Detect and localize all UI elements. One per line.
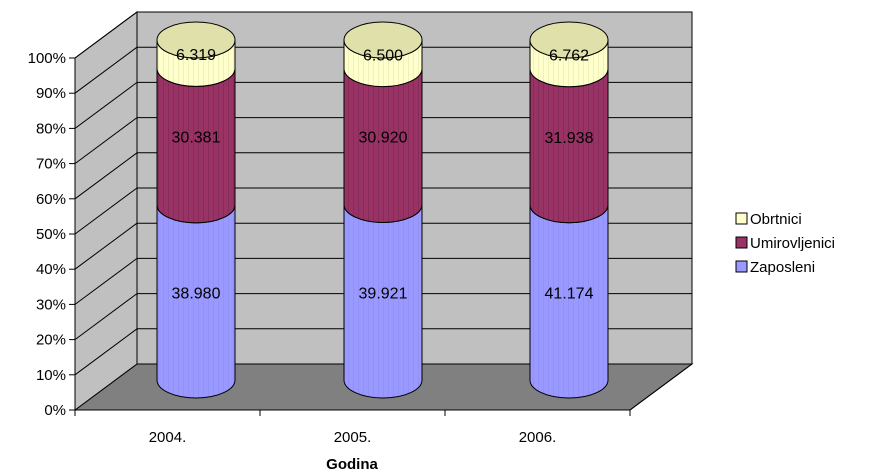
y-tick-label: 0% <box>44 402 66 419</box>
data-label: 38.980 <box>172 285 221 302</box>
y-tick-label: 80% <box>36 120 66 137</box>
data-label: 31.938 <box>545 130 594 147</box>
data-label: 6.319 <box>176 47 216 64</box>
cylinder-2004 <box>157 22 235 398</box>
y-axis: 0% 10% 20% 30% 40% 50% 60% 70% 80% 90% 100% <box>28 50 75 419</box>
x-axis-title: Godina <box>326 456 378 473</box>
legend: Obrtnici Umirovljenici Zaposleni <box>733 206 869 292</box>
x-axis: 2004. 2005. 2006. <box>75 410 630 446</box>
cylinders <box>157 22 608 398</box>
data-label: 30.381 <box>172 130 221 147</box>
y-tick-label: 10% <box>36 367 66 384</box>
legend-swatch-obrtnici <box>736 213 747 224</box>
legend-swatch-umirovljenici <box>736 237 747 248</box>
data-label: 39.921 <box>359 285 408 302</box>
y-tick-label: 40% <box>36 261 66 278</box>
data-label: 30.920 <box>359 130 408 147</box>
cylinder-2005 <box>344 22 422 398</box>
y-tick-label: 60% <box>36 191 66 208</box>
legend-swatch-zaposleni <box>736 261 747 272</box>
x-tick-label: 2005. <box>334 429 372 446</box>
data-label: 41.174 <box>545 285 594 302</box>
legend-label-umirovljenici: Umirovljenici <box>750 235 835 252</box>
x-tick-label: 2004. <box>149 429 187 446</box>
cylinder-2006 <box>530 22 608 398</box>
y-tick-label: 30% <box>36 296 66 313</box>
data-label: 6.762 <box>549 47 589 64</box>
data-label: 6.500 <box>363 47 403 64</box>
y-tick-label: 20% <box>36 332 66 349</box>
x-tick-label: 2006. <box>519 429 557 446</box>
legend-label-zaposleni: Zaposleni <box>750 259 815 276</box>
legend-label-obrtnici: Obrtnici <box>750 211 802 228</box>
y-tick-label: 90% <box>36 85 66 102</box>
y-tick-label: 100% <box>28 50 66 67</box>
y-tick-label: 50% <box>36 226 66 243</box>
y-tick-label: 70% <box>36 156 66 173</box>
